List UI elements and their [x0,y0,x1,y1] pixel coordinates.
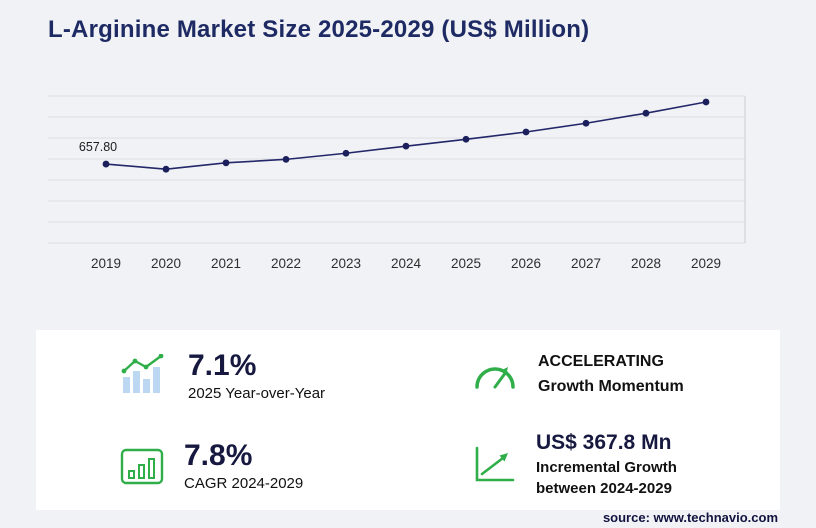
svg-text:2028: 2028 [631,256,661,271]
stat-yoy: 7.1% 2025 Year-over-Year [36,330,408,420]
cagr-label: CAGR 2024-2029 [184,474,304,492]
framed-bar-chart-icon [120,445,164,485]
svg-text:2023: 2023 [331,256,361,271]
svg-text:2027: 2027 [571,256,601,271]
incremental-value: US$ 367.8 Mn [536,431,672,455]
svg-text:2025: 2025 [451,256,481,271]
stats-panel: 7.1% 2025 Year-over-Year ACCELERATING Gr… [36,330,780,510]
stat-momentum: ACCELERATING Growth Momentum [408,330,780,420]
source-credit: source: www.technavio.com [602,510,778,525]
market-size-line-chart: 2019 2020 2021 2022 2023 2024 2025 2026 2027 2028… [48,95,746,271]
incremental-line2: between 2024-2029 [536,479,672,497]
stat-cagr: 7.8% CAGR 2024-2029 [36,420,408,510]
growth-axis-arrow-icon [472,445,516,485]
bar-chart-growth-icon [120,354,168,396]
speedometer-icon [472,358,518,392]
stat-incremental: US$ 367.8 Mn Incremental Growth between … [408,420,780,510]
svg-text:2021: 2021 [211,256,241,271]
yoy-label: 2025 Year-over-Year [188,384,326,402]
cagr-value: 7.8% [184,438,253,472]
momentum-line2: Growth Momentum [538,378,684,395]
page-title: L-Arginine Market Size 2025-2029 (US$ Mi… [48,16,590,43]
svg-text:2024: 2024 [391,256,422,271]
svg-text:657.80: 657.80 [79,140,117,154]
svg-text:2019: 2019 [91,256,121,271]
market-size-chart: 2019 2020 2021 2022 2023 2024 2025 2026 2027 2028… [48,76,748,281]
svg-text:2029: 2029 [691,256,721,271]
incremental-line1: Incremental Growth [536,459,677,477]
svg-text:2026: 2026 [511,256,541,271]
yoy-value: 7.1% [188,348,257,382]
momentum-line1: ACCELERATING [538,353,664,371]
svg-text:2022: 2022 [271,256,301,271]
svg-text:2020: 2020 [151,256,181,271]
